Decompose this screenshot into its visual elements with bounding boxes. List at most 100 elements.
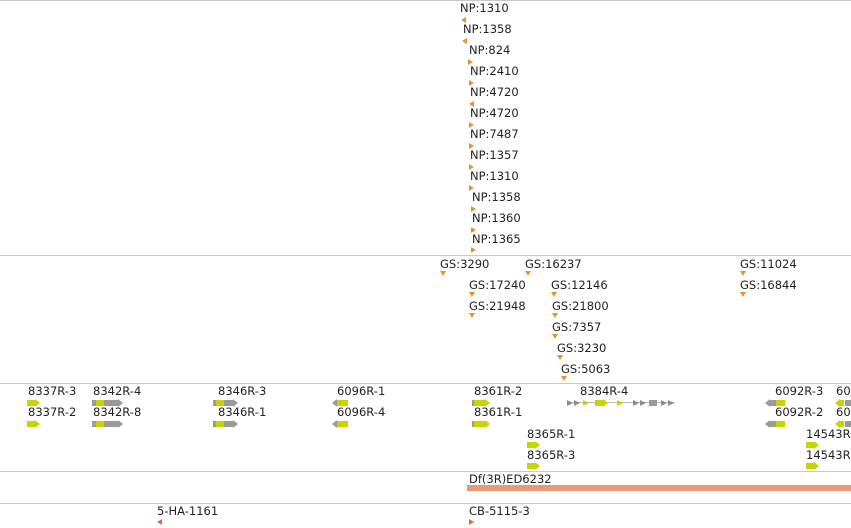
transcript-label[interactable]: 14543R <box>806 427 851 441</box>
np-marker-icon[interactable] <box>468 59 473 65</box>
np-marker-icon[interactable] <box>469 185 474 191</box>
transcript-label[interactable]: 8337R-2 <box>28 405 77 419</box>
np-marker-icon[interactable] <box>469 101 474 107</box>
insertion-label[interactable]: 5-HA-1161 <box>157 504 219 518</box>
transcript-glyph[interactable] <box>92 399 123 407</box>
transcript-glyph[interactable] <box>27 420 40 428</box>
np-label[interactable]: NP:1365 <box>472 232 521 246</box>
np-label[interactable]: NP:1358 <box>472 190 521 204</box>
np-label[interactable]: NP:1357 <box>470 148 519 162</box>
np-label[interactable]: NP:2410 <box>470 64 519 78</box>
np-insertions-track: NP:1310 NP:1358 NP:824 NP:2410 NP:4720 N… <box>0 0 851 255</box>
deficiency-bar[interactable] <box>467 485 851 491</box>
gs-marker-icon[interactable] <box>469 292 475 297</box>
gs-label[interactable]: GS:17240 <box>469 278 526 292</box>
transcript-glyph[interactable] <box>835 420 851 428</box>
np-marker-icon[interactable] <box>469 164 474 170</box>
gs-marker-icon[interactable] <box>740 271 746 276</box>
gs-marker-icon[interactable] <box>557 355 563 360</box>
transcript-label[interactable]: 8365R-3 <box>527 448 576 462</box>
transcript-label[interactable]: 8337R-3 <box>28 384 77 398</box>
transcript-glyph[interactable] <box>765 399 785 407</box>
gs-label[interactable]: GS:3230 <box>557 341 607 355</box>
np-marker-icon[interactable] <box>461 17 466 23</box>
transcript-label[interactable]: 6096R-4 <box>337 405 386 419</box>
gs-label[interactable]: GS:5063 <box>561 362 611 376</box>
transcript-glyph[interactable] <box>472 420 490 428</box>
transcripts-track-divider <box>0 383 851 384</box>
transcript-label[interactable]: 6096R-1 <box>337 384 386 398</box>
gs-marker-icon[interactable] <box>552 334 558 339</box>
np-marker-icon[interactable] <box>471 247 476 253</box>
np-marker-icon[interactable] <box>471 206 476 212</box>
transcript-glyph[interactable] <box>92 420 123 428</box>
np-label[interactable]: NP:1358 <box>463 22 512 36</box>
transcript-glyph[interactable] <box>213 399 238 407</box>
transcript-label[interactable]: 8365R-1 <box>527 427 576 441</box>
np-label[interactable]: NP:824 <box>469 43 511 57</box>
transcript-glyph[interactable] <box>567 399 675 407</box>
gs-track-divider <box>0 255 851 256</box>
transcript-label[interactable]: 60 <box>836 384 851 398</box>
np-marker-icon[interactable] <box>469 122 474 128</box>
gs-label[interactable]: GS:12146 <box>551 278 608 292</box>
gs-label[interactable]: GS:16844 <box>740 278 797 292</box>
transcript-label[interactable]: 8342R-8 <box>93 405 142 419</box>
transcript-glyph[interactable] <box>213 420 238 428</box>
gs-marker-icon[interactable] <box>440 271 446 276</box>
transcript-label[interactable]: 8346R-1 <box>218 405 267 419</box>
transcript-glyph[interactable] <box>332 399 348 407</box>
gs-label[interactable]: GS:16237 <box>525 257 582 271</box>
gs-insertions-track: GS:3290 GS:16237 GS:11024 GS:17240 GS:12… <box>0 255 851 383</box>
transcript-label[interactable]: 8384R-4 <box>580 384 629 398</box>
gs-marker-icon[interactable] <box>561 376 567 381</box>
transcript-label[interactable]: 60 <box>836 405 851 419</box>
insertions-track-divider <box>0 503 851 504</box>
transcript-glyph[interactable] <box>835 399 851 407</box>
np-label[interactable]: NP:1310 <box>460 1 509 15</box>
insertion-marker-icon[interactable] <box>157 519 162 525</box>
deficiency-track-divider <box>0 471 851 472</box>
transcript-label[interactable]: 6092R-2 <box>775 405 824 419</box>
gs-marker-icon[interactable] <box>552 313 558 318</box>
transcript-glyph[interactable] <box>527 441 540 449</box>
transcript-label[interactable]: 8346R-3 <box>218 384 267 398</box>
gs-marker-icon[interactable] <box>551 292 557 297</box>
transcript-glyph[interactable] <box>527 462 540 470</box>
transcript-label[interactable]: 6092R-3 <box>775 384 824 398</box>
np-label[interactable]: NP:4720 <box>470 106 519 120</box>
transcript-glyph[interactable] <box>765 420 785 428</box>
transcript-label[interactable]: 8361R-2 <box>474 384 523 398</box>
gs-marker-icon[interactable] <box>525 271 531 276</box>
top-divider <box>0 0 851 1</box>
np-label[interactable]: NP:7487 <box>470 127 519 141</box>
transcript-glyph[interactable] <box>332 420 348 428</box>
transcript-glyph[interactable] <box>27 399 40 407</box>
insertion-label[interactable]: CB-5115-3 <box>469 504 530 518</box>
np-marker-icon[interactable] <box>471 227 476 233</box>
insertions-track: 5-HA-1161 CB-5115-3 <box>0 503 851 528</box>
deficiency-label[interactable]: Df(3R)ED6232 <box>469 472 552 486</box>
transcript-label[interactable]: 8361R-1 <box>474 405 523 419</box>
gs-marker-icon[interactable] <box>740 292 746 297</box>
insertion-marker-icon[interactable] <box>469 519 474 525</box>
transcripts-track: 8337R-3 8337R-2 8342R-4 8342R-8 8346R-3 … <box>0 383 851 471</box>
deficiency-track: Df(3R)ED6232 <box>0 471 851 503</box>
gs-label[interactable]: GS:7357 <box>552 320 602 334</box>
gs-label[interactable]: GS:3290 <box>440 257 490 271</box>
transcript-glyph[interactable] <box>806 462 819 470</box>
gs-label[interactable]: GS:11024 <box>740 257 797 271</box>
np-marker-icon[interactable] <box>469 143 474 149</box>
transcript-glyph[interactable] <box>472 399 490 407</box>
np-label[interactable]: NP:1310 <box>470 169 519 183</box>
np-marker-icon[interactable] <box>462 38 467 44</box>
np-label[interactable]: NP:1360 <box>472 211 521 225</box>
gs-label[interactable]: GS:21948 <box>469 299 526 313</box>
np-marker-icon[interactable] <box>469 80 474 86</box>
transcript-label[interactable]: 14543R <box>806 448 851 462</box>
transcript-glyph[interactable] <box>806 441 819 449</box>
transcript-label[interactable]: 8342R-4 <box>93 384 142 398</box>
gs-label[interactable]: GS:21800 <box>552 299 609 313</box>
gs-marker-icon[interactable] <box>469 313 475 318</box>
np-label[interactable]: NP:4720 <box>470 85 519 99</box>
